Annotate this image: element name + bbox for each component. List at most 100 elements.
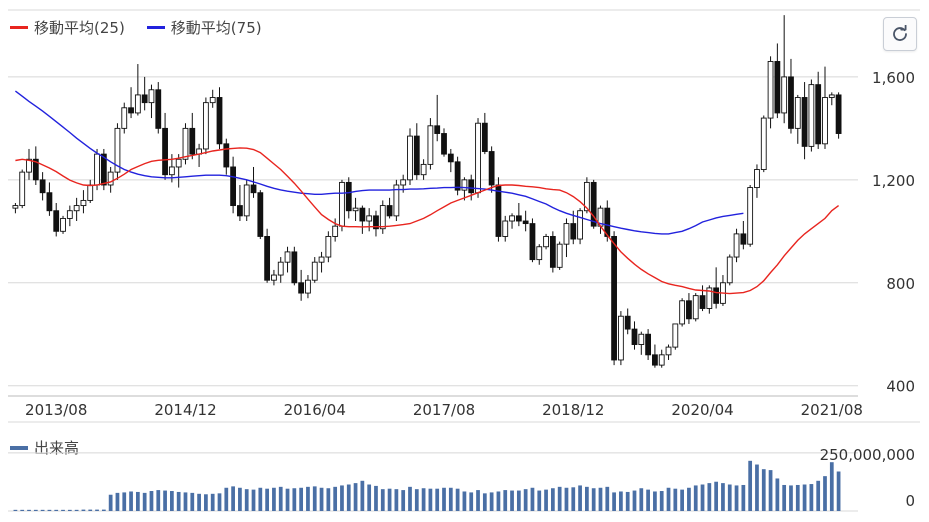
volume-bar	[374, 485, 378, 511]
volume-bar	[231, 486, 235, 511]
volume-bar	[67, 509, 72, 511]
candle	[543, 233, 549, 250]
candle-body-down	[128, 107, 134, 114]
candle	[631, 321, 638, 350]
candle-body-down	[454, 161, 461, 191]
candle	[509, 213, 515, 229]
candle-body-down	[645, 333, 652, 356]
candle	[318, 251, 325, 273]
candle-body-up	[461, 179, 468, 191]
volume-bar	[61, 509, 65, 511]
candle	[835, 92, 842, 139]
candle-body-up	[271, 274, 277, 281]
candle	[815, 71, 822, 149]
candle-body-down	[257, 192, 264, 237]
volume-bar	[299, 487, 304, 511]
candle	[196, 143, 202, 167]
volume-bar	[550, 488, 555, 511]
volume-bar	[721, 483, 725, 511]
candle	[475, 118, 481, 198]
candle-body-up	[509, 215, 515, 222]
volume-bar	[632, 490, 637, 511]
candle-body-down	[713, 287, 720, 304]
volume-bar	[530, 487, 535, 511]
candle-body-down	[488, 151, 495, 186]
candle	[271, 269, 277, 286]
candle-body-up	[502, 220, 509, 237]
volume-bar	[598, 487, 603, 511]
candle-body-up	[781, 76, 788, 114]
volume-bar	[537, 490, 542, 511]
volume-bar	[367, 484, 372, 511]
legend-label-ma25: 移動平均(25)	[34, 19, 125, 37]
legend-item-ma75[interactable]: 移動平均(75)	[146, 17, 262, 38]
candle	[325, 231, 332, 263]
candle	[407, 128, 413, 185]
candle-body-down	[801, 97, 808, 147]
candle-body-up	[277, 261, 284, 276]
refresh-button[interactable]	[883, 17, 917, 51]
candle	[754, 164, 760, 198]
volume-bar	[210, 493, 215, 511]
candle-body-up	[726, 256, 733, 284]
candle-body-up	[60, 217, 66, 232]
volume-bar	[775, 478, 780, 511]
volume-bar	[544, 489, 548, 511]
candle	[767, 56, 774, 129]
volume-bar	[741, 484, 746, 511]
candle	[298, 269, 305, 301]
candle	[794, 94, 801, 144]
candle-body-up	[87, 184, 94, 201]
candle	[80, 190, 87, 214]
candle-body-down	[515, 215, 522, 222]
candle-body-up	[692, 295, 699, 320]
candle	[230, 156, 237, 214]
volume-bar	[115, 492, 120, 511]
volume-bar	[319, 487, 324, 511]
volume-bar	[238, 487, 242, 511]
candle-body-up	[658, 354, 665, 366]
candle	[597, 205, 604, 234]
candle-body-down	[604, 207, 611, 237]
candle	[46, 182, 53, 216]
candle	[162, 112, 168, 180]
candle-body-down	[39, 179, 46, 194]
candle	[339, 179, 345, 232]
candle-body-up	[828, 94, 835, 98]
volume-bar	[666, 487, 671, 511]
volume-bar	[768, 470, 773, 511]
x-tick-label: 2020/04	[671, 401, 733, 419]
candle	[706, 285, 713, 314]
candle	[305, 275, 311, 299]
volume-bar	[605, 486, 610, 511]
volume-bar	[340, 485, 344, 511]
candle	[427, 118, 434, 170]
volume-bar	[659, 491, 664, 511]
candle-body-down	[529, 223, 536, 261]
candle-body-down	[345, 181, 352, 212]
candle	[577, 208, 583, 245]
candle	[658, 349, 665, 368]
candle-body-down	[631, 328, 638, 345]
volume-y-tick-label: 250,000,000	[820, 446, 915, 464]
price-y-tick-label: 400	[886, 378, 915, 396]
volume-bar	[469, 492, 474, 511]
candle	[563, 218, 570, 258]
candle	[481, 112, 488, 155]
candle-body-down	[46, 192, 53, 212]
candle-body-up	[733, 233, 740, 258]
candle-body-up	[209, 97, 216, 104]
candle	[73, 197, 80, 222]
volume-bar	[496, 491, 501, 511]
volume-bar	[482, 493, 487, 511]
candle	[699, 285, 706, 312]
candle-body-down	[141, 94, 148, 104]
candle	[114, 123, 121, 180]
volume-bar	[571, 487, 576, 511]
candle	[39, 172, 46, 201]
candle	[373, 210, 379, 237]
legend-item-ma25[interactable]: 移動平均(25)	[10, 17, 125, 38]
volume-bar	[40, 509, 45, 511]
candle	[216, 87, 223, 149]
